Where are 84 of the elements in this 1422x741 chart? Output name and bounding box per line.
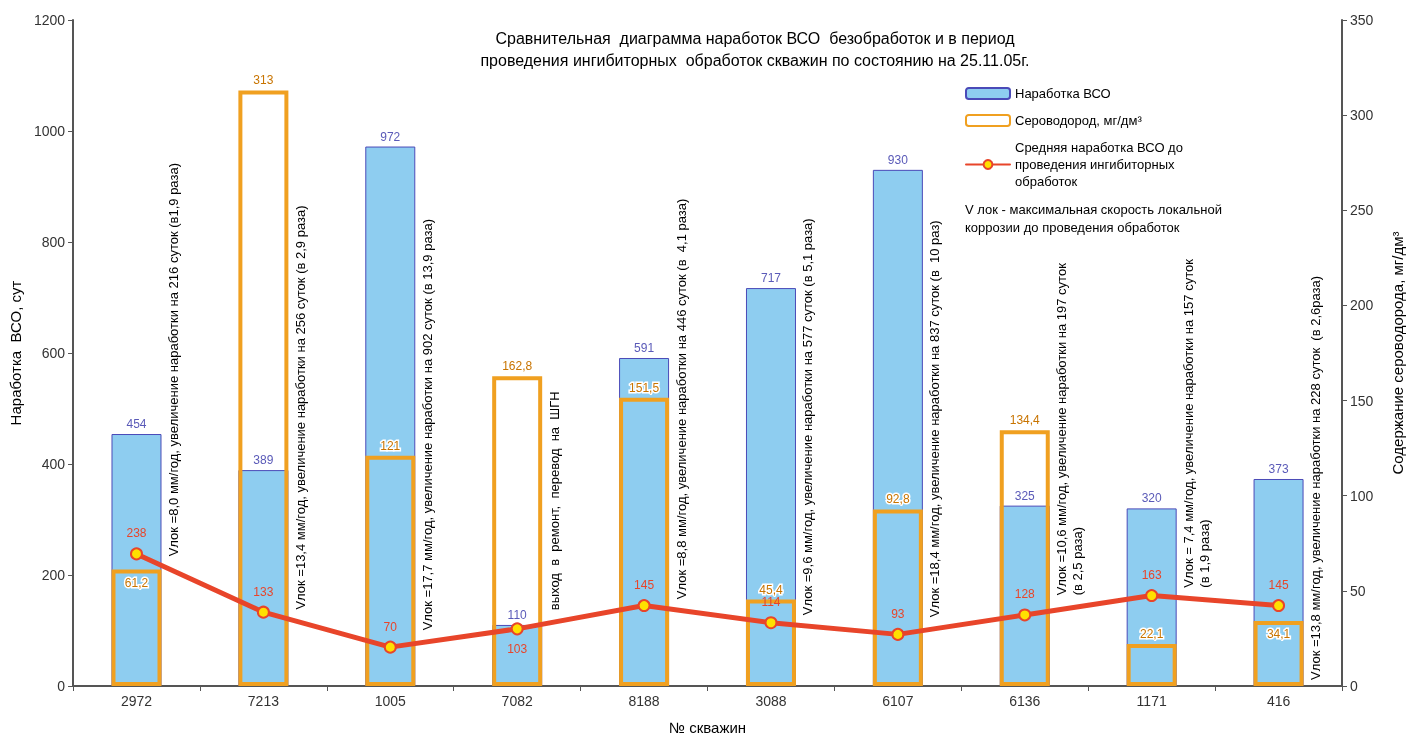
data-label: 163	[1141, 568, 1162, 583]
data-label: 325	[1014, 488, 1036, 503]
annotation: Vлок =13,8 мм/год, увеличение наработки на 228 суток (в 2,6раза)	[1308, 275, 1324, 680]
x-tick-label: 1171	[1136, 693, 1167, 709]
x-tick-label: 7082	[501, 693, 533, 709]
data-label: 373	[1268, 461, 1289, 476]
annotation: выход в ремонт, перевод на ШГН	[546, 391, 562, 611]
y-tick-label: 200	[41, 567, 66, 583]
y-tick-label: 1000	[33, 123, 66, 139]
data-label: 128	[1014, 587, 1036, 602]
y-tick-label: 800	[41, 234, 66, 250]
x-tick-label: 6136	[1009, 693, 1041, 709]
data-label: 162,8	[502, 359, 533, 374]
y2-tick-label: 300	[1350, 107, 1374, 124]
y2-tick-label: 250	[1350, 202, 1374, 219]
point	[637, 599, 651, 613]
data-label: 717	[760, 271, 782, 286]
y2-tick-label: 200	[1350, 297, 1374, 314]
data-label: 45,4	[759, 582, 783, 597]
data-label: 70	[383, 619, 398, 634]
data-label: 110	[507, 607, 528, 622]
point	[256, 605, 270, 619]
annotation: Vлок =8,0 мм/год, увеличение наработки на 216 суток (в1,9 раза)	[165, 163, 181, 557]
data-label: 133	[253, 584, 274, 599]
legend-label: Сероводород, мг/дм³	[1015, 113, 1143, 128]
legend-label: Наработка ВСО	[1015, 86, 1111, 101]
x-axis-title: № скважин	[668, 719, 747, 736]
data-label: 238	[126, 526, 147, 541]
annotation: Vлок =13,4 мм/год, увеличение наработки на 256 суток (в 2,9 раза)	[292, 205, 308, 610]
annotation: V лок - максимальная скорость локальной коррозии до проведения обработок	[965, 201, 1222, 235]
data-label: 151,5	[629, 380, 660, 395]
data-label: 103	[507, 642, 528, 657]
point	[1272, 599, 1286, 613]
point	[1145, 589, 1159, 603]
data-label: 972	[380, 129, 401, 144]
data-label: 34,1	[1266, 627, 1291, 642]
y2-tick-label: 50	[1350, 582, 1366, 599]
data-label: 92,8	[886, 492, 910, 507]
x-tick-label: 6107	[882, 693, 914, 709]
y2-tick-label: 350	[1350, 12, 1374, 28]
x-tick-label: 2972	[120, 693, 153, 709]
data-label: 454	[126, 417, 147, 432]
point	[1018, 608, 1032, 622]
text: Сравнительная диаграмма наработок ВСО безобработок и в период проведения ингибиторных обработок скважин по состоянию на 25.11.05г.	[480, 29, 1030, 69]
annotation: Vлок =17,7 мм/год, увеличение наработки на 902 суток (в 13,9 раза)	[419, 219, 435, 631]
annotation: Vлок =18,4 мм/год, увеличение наработки на 837 суток (в 10 раз)	[927, 220, 943, 618]
y2-tick-label: 150	[1350, 392, 1374, 409]
point	[764, 616, 778, 630]
data-label: 930	[887, 152, 909, 167]
point	[130, 547, 143, 561]
annotation: Vлок =8,8 мм/год, увеличение наработки на 446 суток (в 4,1 раза)	[673, 198, 689, 600]
annotation: Vлок =10,6 мм/год, увеличение наработки на 197 суток (в 2,5 раза)	[1054, 262, 1086, 596]
y-tick-label: 1200	[33, 12, 66, 28]
y-tick-label: 400	[41, 456, 66, 472]
data-label: 591	[634, 340, 655, 355]
y-tick-label: 600	[41, 345, 66, 361]
x-tick-label: 7213	[247, 693, 280, 709]
point	[383, 640, 397, 654]
annotation: Vлок =9,6 мм/год, увеличение наработки на 577 суток (в 5,1 раза)	[800, 218, 816, 616]
x-tick-label: 8188	[628, 693, 660, 709]
data-label: 320	[1141, 491, 1162, 506]
data-label: 121	[380, 438, 401, 453]
x-tick-label: 416	[1266, 693, 1291, 709]
data-label: 389	[253, 453, 274, 468]
y-axis-title: Наработка ВСО, сут	[7, 280, 24, 426]
x-tick-label: 3088	[755, 693, 787, 709]
data-label: 93	[891, 606, 905, 621]
data-label: 22,1	[1139, 626, 1164, 641]
y2-tick-label: 0	[1350, 678, 1358, 694]
data-label: 145	[634, 578, 655, 593]
data-label: 134,4	[1009, 413, 1041, 428]
annotation: Vлок = 7,4 мм/год, увеличение наработки на 157 суток (в 1,9 раза)	[1181, 258, 1213, 588]
data-label: 145	[1268, 578, 1289, 593]
bar	[111, 434, 162, 686]
x-tick-label: 1005	[374, 693, 407, 709]
data-label: 313	[253, 73, 274, 88]
data-label: 61,2	[124, 575, 149, 590]
y2-tick-label: 100	[1350, 487, 1374, 504]
point	[891, 627, 905, 641]
y2-axis-title: Содержание сероводорода, мг/дм³	[1389, 231, 1406, 475]
point	[510, 622, 524, 636]
data-label: 114	[761, 595, 781, 610]
y-tick-label: 0	[57, 678, 66, 694]
legend-label: Средняя наработка ВСО до проведения ингибиторных обработок	[1015, 140, 1187, 189]
